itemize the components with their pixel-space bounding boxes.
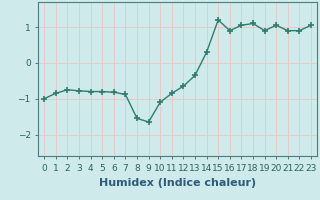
X-axis label: Humidex (Indice chaleur): Humidex (Indice chaleur) <box>99 178 256 188</box>
